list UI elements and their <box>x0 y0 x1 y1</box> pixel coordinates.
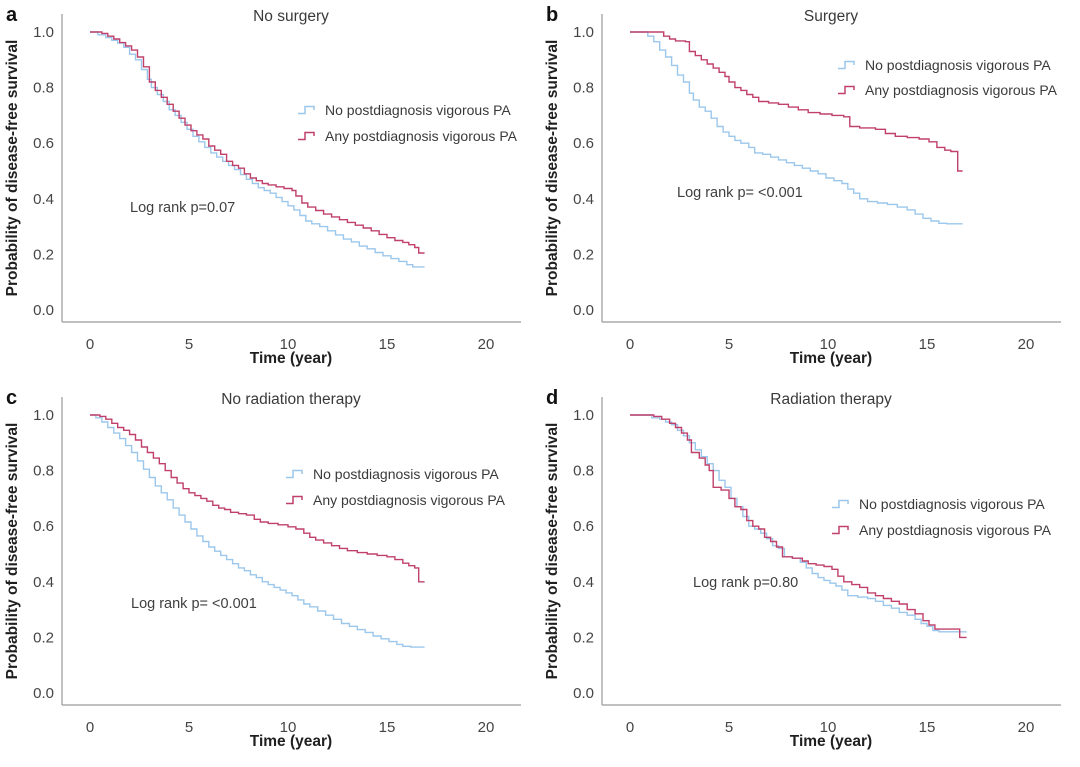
x-tick-label: 10 <box>820 336 837 353</box>
x-tick-label: 0 <box>626 719 634 736</box>
y-tick-label: 0.4 <box>573 191 594 208</box>
panel-d-chart: 0.0 0.2 0.4 0.6 0.8 1.0 0 5 10 15 20 Probability of… <box>544 387 1061 750</box>
y-tick-label: 0.2 <box>573 629 594 646</box>
y-tick-label: 0.0 <box>573 302 594 319</box>
log-rank-annotation: Log rank p= <0.001 <box>677 185 803 201</box>
x-tick-label: 15 <box>379 336 396 353</box>
km-curve-any-pa <box>90 414 425 583</box>
panel-letter: d <box>546 387 558 409</box>
y-tick-label: 0.0 <box>33 302 54 319</box>
y-tick-label: 0.6 <box>573 518 594 535</box>
y-tick-label: 0.0 <box>573 685 594 702</box>
x-axis-title: Time (year) <box>250 350 332 367</box>
y-tick-label: 0.2 <box>33 246 54 263</box>
legend-label: Any postdiagnosis vigorous PA <box>865 82 1058 98</box>
legend-label: No postdiagnosis vigorous PA <box>313 466 499 482</box>
legend-label: Any postdiagnosis vigorous PA <box>313 492 506 508</box>
legend-step-marker <box>298 105 315 115</box>
y-tick-label: 0.2 <box>33 629 54 646</box>
panel-letter: c <box>6 387 17 409</box>
panel-c-chart: 0.0 0.2 0.4 0.6 0.8 1.0 0 5 10 15 20 Probability of… <box>4 387 521 750</box>
y-tick-label: 0.8 <box>573 80 594 97</box>
panel-title: Radiation therapy <box>770 391 892 408</box>
y-tick-label: 0.6 <box>33 135 54 152</box>
y-tick-label: 1.0 <box>33 24 54 41</box>
x-axis-title: Time (year) <box>250 733 332 750</box>
x-tick-label: 15 <box>919 719 936 736</box>
y-tick-label: 0.6 <box>33 518 54 535</box>
legend-label: Any postdiagnosis vigorous PA <box>859 522 1052 538</box>
panel-letter: b <box>546 4 558 26</box>
x-tick-label: 5 <box>725 719 733 736</box>
legend-step-marker <box>832 499 849 509</box>
km-curve-no-pa <box>630 31 963 225</box>
legend-step-marker <box>832 525 849 535</box>
x-tick-label: 20 <box>1018 336 1035 353</box>
legend-step-marker <box>298 131 315 141</box>
log-rank-annotation: Log rank p=0.80 <box>693 575 798 591</box>
x-tick-label: 20 <box>478 336 495 353</box>
legend-step-marker <box>838 85 855 95</box>
x-tick-label: 20 <box>1018 719 1035 736</box>
y-tick-label: 1.0 <box>573 407 594 424</box>
y-tick-label: 0.4 <box>573 574 594 591</box>
legend-step-marker <box>286 469 303 479</box>
x-axis-title: Time (year) <box>790 350 872 367</box>
y-axis-title: Probability of disease-free survival <box>544 423 561 680</box>
km-curve-any-pa <box>630 31 963 172</box>
x-tick-label: 15 <box>379 719 396 736</box>
y-tick-label: 0.8 <box>573 463 594 480</box>
legend-step-marker <box>838 60 855 70</box>
y-tick-label: 0.6 <box>573 135 594 152</box>
km-curve-any-pa <box>90 31 425 254</box>
x-tick-label: 0 <box>626 336 634 353</box>
x-tick-label: 0 <box>86 336 94 353</box>
y-axis-title: Probability of disease-free survival <box>4 423 21 680</box>
panel-title: No surgery <box>253 8 329 25</box>
panel-title: No radiation therapy <box>221 391 361 408</box>
x-tick-label: 10 <box>280 336 297 353</box>
y-axis-title: Probability of disease-free survival <box>544 40 561 297</box>
x-tick-label: 0 <box>86 719 94 736</box>
legend-label: Any postdiagnosis vigorous PA <box>325 128 518 144</box>
panel-b-chart: 0.0 0.2 0.4 0.6 0.8 1.0 0 5 10 15 20 Probability of… <box>544 4 1061 367</box>
x-tick-label: 5 <box>185 719 193 736</box>
legend-step-marker <box>286 495 303 505</box>
y-tick-label: 0.4 <box>33 574 54 591</box>
km-curve-no-pa <box>90 31 425 268</box>
y-axis-title: Probability of disease-free survival <box>4 40 21 297</box>
panel-title: Surgery <box>804 8 859 25</box>
x-tick-label: 10 <box>280 719 297 736</box>
x-tick-label: 5 <box>185 336 193 353</box>
log-rank-annotation: Log rank p= <0.001 <box>131 596 257 612</box>
panel-letter: a <box>6 4 18 26</box>
legend-label: No postdiagnosis vigorous PA <box>325 102 511 118</box>
km-curve-any-pa <box>630 414 967 639</box>
y-tick-label: 1.0 <box>573 24 594 41</box>
x-tick-label: 5 <box>725 336 733 353</box>
y-tick-label: 0.2 <box>573 246 594 263</box>
y-tick-label: 0.0 <box>33 685 54 702</box>
y-tick-label: 1.0 <box>33 407 54 424</box>
log-rank-annotation: Log rank p=0.07 <box>130 200 235 216</box>
legend-label: No postdiagnosis vigorous PA <box>865 57 1051 73</box>
legend-label: No postdiagnosis vigorous PA <box>859 496 1045 512</box>
y-tick-label: 0.8 <box>33 463 54 480</box>
x-axis-title: Time (year) <box>790 733 872 750</box>
panel-a-chart: 0.0 0.2 0.4 0.6 0.8 1.0 0 5 10 15 20 Probability of… <box>4 4 521 367</box>
x-tick-label: 20 <box>478 719 495 736</box>
km-curve-no-pa <box>90 414 425 648</box>
x-tick-label: 15 <box>919 336 936 353</box>
x-tick-label: 10 <box>820 719 837 736</box>
y-tick-label: 0.4 <box>33 191 54 208</box>
y-tick-label: 0.8 <box>33 80 54 97</box>
